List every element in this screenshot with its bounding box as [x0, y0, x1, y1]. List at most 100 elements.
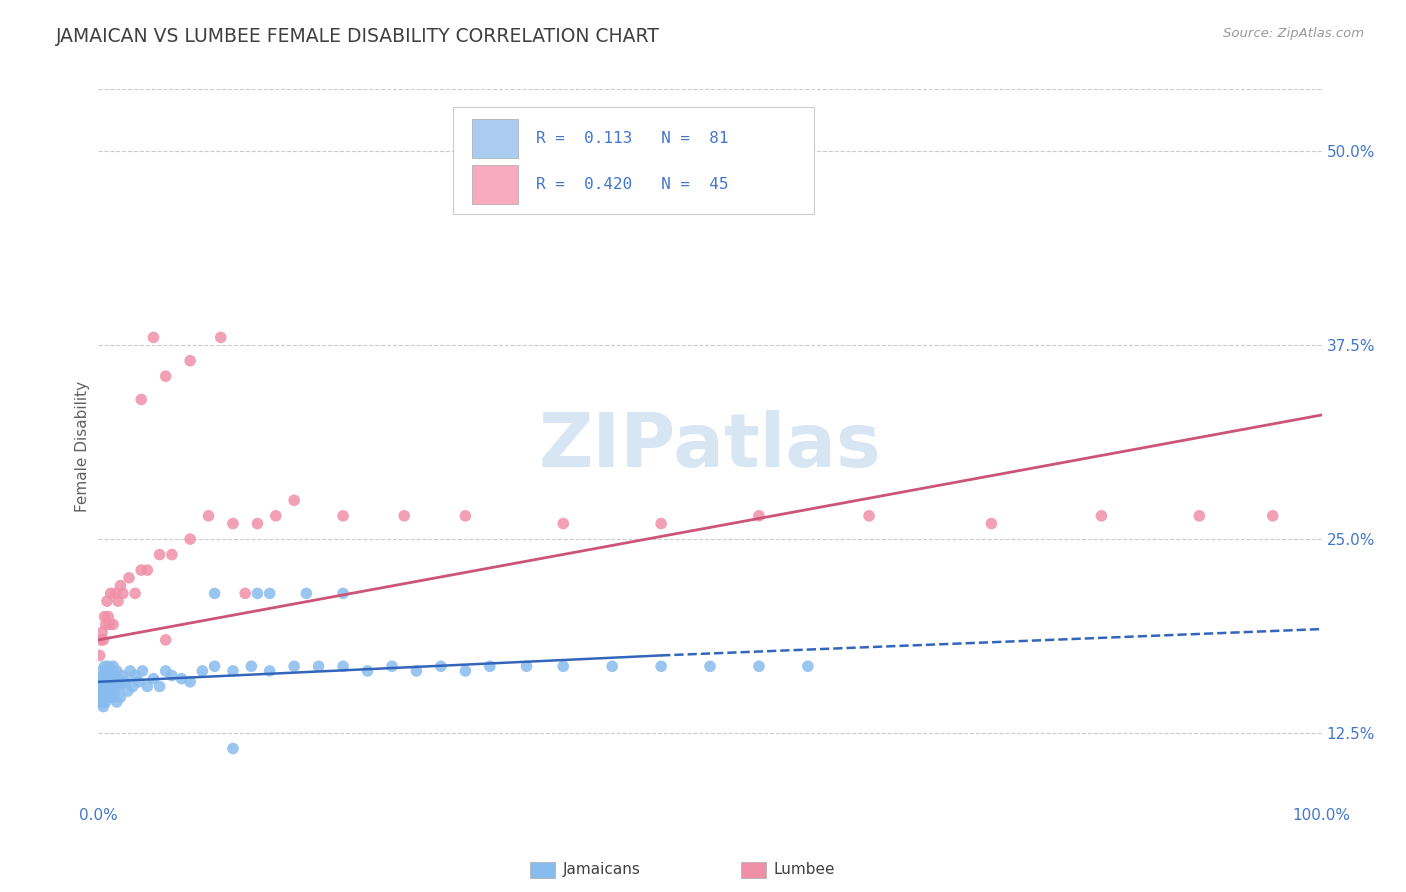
- Point: [179, 532, 201, 546]
- Point: [98, 690, 121, 705]
- Point: [259, 664, 281, 678]
- Point: [155, 369, 177, 384]
- Point: [105, 664, 128, 678]
- FancyBboxPatch shape: [471, 119, 517, 158]
- Point: [222, 664, 245, 678]
- Point: [96, 594, 118, 608]
- Point: [179, 353, 201, 368]
- Point: [142, 672, 165, 686]
- Text: Jamaicans: Jamaicans: [562, 863, 640, 877]
- Point: [94, 695, 117, 709]
- Point: [94, 617, 117, 632]
- Point: [104, 586, 127, 600]
- Point: [96, 684, 118, 698]
- Point: [222, 741, 245, 756]
- Point: [283, 493, 305, 508]
- Point: [100, 586, 122, 600]
- Point: [111, 586, 134, 600]
- Point: [1261, 508, 1284, 523]
- Point: [93, 690, 115, 705]
- Point: [1188, 508, 1211, 523]
- Point: [100, 684, 122, 698]
- Point: [392, 508, 416, 523]
- Point: [96, 668, 118, 682]
- Point: [97, 659, 120, 673]
- Point: [103, 668, 125, 682]
- Point: [264, 508, 287, 523]
- Point: [91, 664, 114, 678]
- Point: [356, 664, 378, 678]
- Point: [111, 674, 134, 689]
- Point: [124, 586, 146, 600]
- Y-axis label: Female Disability: Female Disability: [75, 380, 90, 512]
- Point: [222, 516, 245, 531]
- Point: [89, 680, 111, 694]
- Point: [89, 648, 111, 663]
- Text: R =  0.420   N =  45: R = 0.420 N = 45: [536, 177, 728, 192]
- Point: [91, 668, 114, 682]
- Point: [114, 674, 136, 689]
- Point: [515, 659, 537, 673]
- Point: [91, 699, 114, 714]
- Point: [454, 664, 477, 678]
- Text: R =  0.113   N =  81: R = 0.113 N = 81: [536, 131, 728, 146]
- Point: [121, 680, 143, 694]
- Point: [93, 609, 115, 624]
- Point: [97, 680, 120, 694]
- Point: [91, 674, 114, 689]
- Point: [94, 674, 117, 689]
- Point: [128, 674, 150, 689]
- Point: [94, 664, 117, 678]
- Point: [90, 684, 112, 698]
- Point: [295, 586, 318, 600]
- Point: [100, 668, 122, 682]
- Point: [142, 330, 165, 344]
- Point: [650, 659, 672, 673]
- Point: [101, 680, 124, 694]
- Point: [91, 632, 114, 647]
- Point: [283, 659, 305, 673]
- Point: [209, 330, 232, 344]
- Point: [259, 586, 281, 600]
- Point: [204, 659, 226, 673]
- Point: [101, 690, 124, 705]
- Point: [1090, 508, 1112, 523]
- Point: [118, 571, 141, 585]
- Point: [101, 674, 124, 689]
- Text: Lumbee: Lumbee: [773, 863, 835, 877]
- Point: [430, 659, 453, 673]
- Point: [600, 659, 623, 673]
- Point: [104, 680, 127, 694]
- Point: [149, 680, 172, 694]
- Point: [650, 516, 672, 531]
- Point: [454, 508, 477, 523]
- Text: ZIPatlas: ZIPatlas: [538, 409, 882, 483]
- Point: [170, 672, 193, 686]
- Point: [553, 659, 575, 673]
- Point: [129, 563, 152, 577]
- Point: [149, 548, 172, 562]
- Text: Source: ZipAtlas.com: Source: ZipAtlas.com: [1223, 27, 1364, 40]
- Point: [110, 690, 132, 705]
- FancyBboxPatch shape: [453, 107, 814, 214]
- Point: [332, 586, 354, 600]
- Point: [93, 680, 115, 694]
- Point: [103, 687, 125, 701]
- Point: [91, 625, 114, 640]
- Point: [129, 392, 152, 407]
- Point: [101, 659, 124, 673]
- Point: [110, 579, 132, 593]
- Point: [97, 609, 120, 624]
- Point: [308, 659, 330, 673]
- Point: [478, 659, 501, 673]
- Point: [197, 508, 219, 523]
- Point: [131, 664, 153, 678]
- Point: [111, 668, 134, 682]
- FancyBboxPatch shape: [471, 165, 517, 204]
- Point: [980, 516, 1002, 531]
- Point: [101, 617, 124, 632]
- Point: [108, 680, 131, 694]
- Point: [93, 659, 115, 673]
- Point: [797, 659, 820, 673]
- Point: [91, 684, 114, 698]
